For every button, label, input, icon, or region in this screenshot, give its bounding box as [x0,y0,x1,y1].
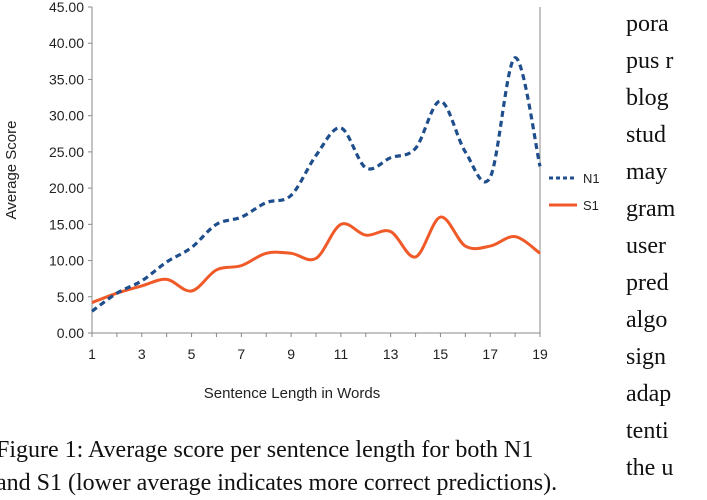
y-tick-label: 20.00 [49,180,84,196]
y-tick-labels: 0.00 5.00 10.00 15.00 20.00 25.00 30.00 35.00 40… [49,0,92,341]
x-tick-label: 1 [88,346,96,362]
body-text-line: user [626,233,666,259]
y-tick-label: 15.00 [49,216,84,232]
body-text-line: pora [626,11,669,37]
y-tick-label: 5.00 [57,289,84,305]
y-tick-label: 35.00 [49,71,84,87]
x-tick-label: 3 [138,346,146,362]
y-tick-label: 25.00 [49,144,84,160]
caption-line-2: and S1 (lower average indicates more cor… [0,470,558,496]
body-text-line: tenti [626,418,669,444]
x-tick-label: 11 [334,346,349,362]
chart-axes [91,7,541,334]
y-tick-label: 10.00 [49,253,84,269]
body-text-line: algo [626,307,668,333]
caption-line-1: Figure 1: Average score per sentence len… [0,437,534,463]
y-tick-label: 45.00 [49,0,84,15]
x-tick-label: 19 [532,346,548,362]
y-tick-label: 0.00 [57,325,84,341]
y-axis-label: Average Score [3,121,20,220]
body-text-line: pus r [626,48,674,74]
body-text-line: sign [626,344,667,370]
x-axis-label: Sentence Length in Words [204,385,381,402]
x-tick-label: 5 [188,346,196,362]
y-tick-label: 30.00 [49,108,84,124]
figure-caption: Figure 1: Average score per sentence len… [0,434,616,500]
body-text-line: blog [626,85,669,111]
x-tick-label: 17 [482,346,498,362]
body-text-line: gram [626,196,676,222]
line-chart: 0.00 5.00 10.00 15.00 20.00 25.00 30.00 35.00 40… [3,0,600,402]
legend-label-n1: N1 [583,171,600,186]
x-tick-labels: 1 3 5 7 9 11 13 15 17 19 [88,333,548,362]
body-text-line: adap [626,381,672,407]
series-line-s1 [91,215,541,304]
body-text-line: stud [626,122,667,148]
x-tick-label: 15 [433,346,449,362]
body-text-line: the u [626,455,674,481]
y-tick-label: 40.00 [49,35,84,51]
chart-series [91,56,542,313]
body-text-line: may [626,159,668,185]
series-line-n1 [91,56,542,313]
body-text-line: pred [626,270,669,296]
legend-label-s1: S1 [583,198,599,213]
chart-legend: N1 S1 [549,171,600,213]
x-tick-label: 9 [287,346,295,362]
x-tick-label: 13 [383,346,399,362]
x-tick-label: 7 [237,346,245,362]
body-text-column: pora pus r blog stud may gram user pred algo sign… [626,6,707,487]
